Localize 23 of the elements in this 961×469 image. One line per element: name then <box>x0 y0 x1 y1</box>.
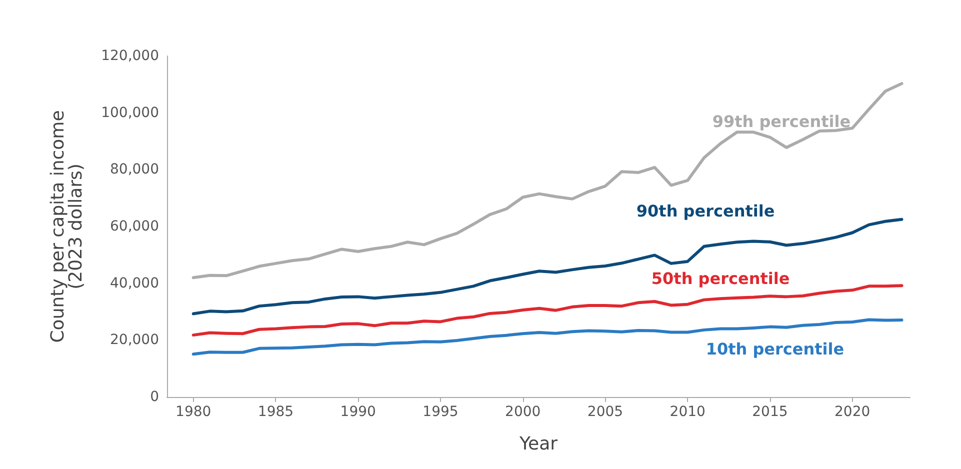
y-tick-label: 20,000 <box>110 332 159 348</box>
x-tick-label: 2005 <box>587 404 624 420</box>
y-tick-label: 40,000 <box>110 275 159 292</box>
x-tick-label: 2020 <box>834 404 870 420</box>
y-tick-label: 120,000 <box>101 48 159 64</box>
y-tick-label: 60,000 <box>110 218 159 234</box>
series-label: 99th percentile <box>712 112 851 131</box>
x-tick-label: 1995 <box>422 404 458 420</box>
x-tick-label: 2010 <box>670 404 706 420</box>
line-series <box>192 318 904 356</box>
x-tick-label: 2000 <box>505 404 541 420</box>
y-tick-label: 80,000 <box>110 162 159 178</box>
y-axis-title: County per capita income (2023 dollars) <box>48 110 86 343</box>
x-axis-title: Year <box>518 434 558 454</box>
y-tick-label: 100,000 <box>101 104 159 121</box>
series-label: 10th percentile <box>706 339 844 358</box>
series-label: 50th percentile <box>651 269 790 288</box>
x-tick-label: 1980 <box>176 404 212 420</box>
x-tick-label: 1990 <box>340 404 376 420</box>
y-tick-label: 0 <box>150 389 159 405</box>
x-tick-label: 1985 <box>258 404 294 420</box>
x-tick-label: 2015 <box>752 404 788 420</box>
series-label: 90th percentile <box>636 202 775 221</box>
